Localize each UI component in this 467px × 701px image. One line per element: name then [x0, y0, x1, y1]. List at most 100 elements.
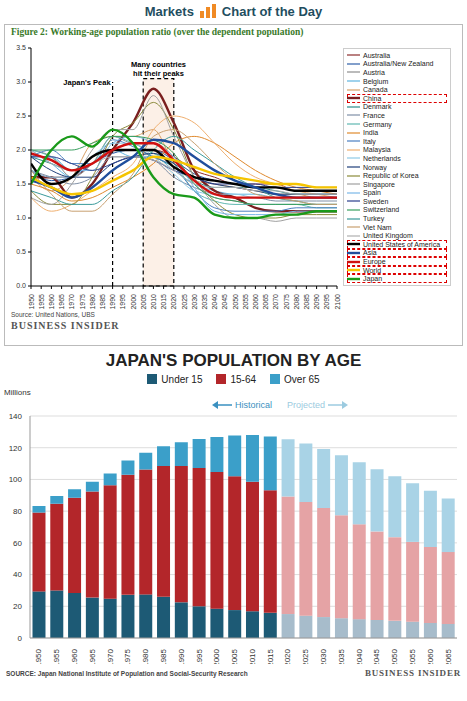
- svg-text:1.0: 1.0: [16, 214, 26, 221]
- html-text:Italy: Italy: [363, 137, 376, 145]
- svg-text:1955: 1955: [52, 648, 61, 664]
- svg-text:2100: 2100: [334, 294, 341, 310]
- svg-text:2000: 2000: [130, 294, 137, 310]
- svg-text:1955: 1955: [38, 294, 45, 310]
- svg-text:1960: 1960: [70, 648, 79, 664]
- svg-text:2000: 2000: [212, 648, 221, 664]
- svg-text:1950: 1950: [34, 648, 43, 664]
- svg-text:2025: 2025: [181, 294, 188, 310]
- svg-text:Many countrieshit their peaks: Many countrieshit their peaks: [131, 60, 186, 78]
- svg-text:2030: 2030: [319, 648, 328, 664]
- svg-text:140: 140: [9, 412, 23, 421]
- html-text:Projected: Projected: [287, 400, 325, 410]
- html-text:Malaysia: Malaysia: [363, 146, 391, 154]
- html-text:Denmark: Denmark: [363, 103, 392, 111]
- svg-text:0.0: 0.0: [16, 282, 26, 289]
- svg-text:20: 20: [13, 602, 22, 611]
- svg-text:60: 60: [13, 539, 22, 548]
- svg-text:2035: 2035: [337, 648, 346, 664]
- svg-text:2075: 2075: [283, 294, 290, 310]
- html-text:15-64: 15-64: [230, 373, 257, 385]
- html-text:BUSINESS INSIDER: BUSINESS INSIDER: [364, 668, 461, 678]
- svg-text:2025: 2025: [301, 648, 310, 664]
- svg-text:2.0: 2.0: [16, 146, 26, 153]
- svg-text:2035: 2035: [201, 294, 208, 310]
- svg-text:1995: 1995: [119, 294, 126, 310]
- svg-text:2050: 2050: [232, 294, 239, 310]
- svg-text:0.5: 0.5: [16, 248, 26, 255]
- html-text:Historical: Historical: [235, 400, 272, 410]
- svg-text:2005: 2005: [230, 648, 239, 664]
- svg-text:2050: 2050: [390, 648, 399, 664]
- svg-text:2015: 2015: [266, 648, 275, 664]
- svg-text:Japan's Peak: Japan's Peak: [63, 78, 111, 87]
- svg-text:2090: 2090: [313, 294, 320, 310]
- svg-text:2020: 2020: [170, 294, 177, 310]
- html-text:Canada: Canada: [363, 86, 388, 94]
- html-text:Millions: Millions: [4, 388, 31, 397]
- svg-text:1980: 1980: [141, 648, 150, 664]
- html-text:China: China: [363, 94, 382, 102]
- html-text:BUSINESS INSIDER: BUSINESS INSIDER: [11, 320, 120, 331]
- html-text:Over 65: Over 65: [284, 373, 320, 385]
- html-text:Norway: Norway: [363, 163, 387, 171]
- svg-text:1990: 1990: [177, 648, 186, 664]
- svg-text:1975: 1975: [123, 648, 132, 664]
- svg-text:2040: 2040: [355, 648, 364, 664]
- html-text:Markets: Markets: [144, 3, 194, 19]
- svg-text:2010: 2010: [150, 294, 157, 310]
- html-text:Germany: Germany: [363, 120, 392, 128]
- svg-text:1990: 1990: [109, 294, 116, 310]
- svg-text:80: 80: [13, 507, 22, 516]
- svg-text:1975: 1975: [79, 294, 86, 310]
- html-text:Chart of the Day: Chart of the Day: [221, 3, 323, 19]
- svg-text:40: 40: [13, 570, 22, 579]
- svg-text:2040: 2040: [211, 294, 218, 310]
- svg-text:2005: 2005: [140, 294, 147, 310]
- svg-text:2070: 2070: [272, 294, 279, 310]
- svg-text:1950: 1950: [28, 294, 35, 310]
- html-text:Netherlands: Netherlands: [363, 154, 401, 162]
- svg-text:2085: 2085: [303, 294, 310, 310]
- svg-text:1970: 1970: [68, 294, 75, 310]
- svg-text:2065: 2065: [444, 648, 453, 664]
- svg-text:2055: 2055: [408, 648, 417, 664]
- svg-text:2055: 2055: [242, 294, 249, 310]
- svg-text:0: 0: [18, 634, 23, 643]
- svg-text:1965: 1965: [58, 294, 65, 310]
- html-text:JAPAN'S POPULATION BY AGE: JAPAN'S POPULATION BY AGE: [105, 351, 362, 370]
- html-text:Singapore: Singapore: [363, 180, 395, 188]
- html-text:Republic of Korea: Republic of Korea: [363, 172, 419, 180]
- html-text:Spain: Spain: [363, 189, 381, 197]
- svg-text:1965: 1965: [88, 648, 97, 664]
- svg-text:1985: 1985: [99, 294, 106, 310]
- svg-text:2060: 2060: [252, 294, 259, 310]
- svg-text:1980: 1980: [89, 294, 96, 310]
- html-text:Australia: Australia: [363, 51, 391, 59]
- svg-text:1.5: 1.5: [16, 180, 26, 187]
- svg-text:3.5: 3.5: [16, 44, 26, 51]
- svg-text:1970: 1970: [106, 648, 115, 664]
- svg-text:2010: 2010: [248, 648, 257, 664]
- svg-text:2030: 2030: [191, 294, 198, 310]
- html-text:Australia/New Zealand: Australia/New Zealand: [363, 60, 434, 68]
- svg-text:2020: 2020: [283, 648, 292, 664]
- svg-text:2080: 2080: [293, 294, 300, 310]
- html-text:Figure 2: Working-age populati: Figure 2: Working-age population ratio (…: [11, 27, 304, 37]
- svg-text:2065: 2065: [262, 294, 269, 310]
- svg-text:2095: 2095: [323, 294, 330, 310]
- html-text:Belgium: Belgium: [363, 77, 389, 85]
- html-text:India: India: [363, 129, 379, 137]
- svg-text:1995: 1995: [195, 648, 204, 664]
- html-text:Under 15: Under 15: [161, 373, 203, 385]
- svg-text:120: 120: [9, 444, 23, 453]
- svg-text:2060: 2060: [426, 648, 435, 664]
- svg-text:2015: 2015: [160, 294, 167, 310]
- svg-text:2.5: 2.5: [16, 112, 26, 119]
- svg-text:100: 100: [9, 475, 23, 484]
- svg-text:2045: 2045: [372, 648, 381, 664]
- svg-text:1960: 1960: [48, 294, 55, 310]
- svg-text:2045: 2045: [221, 294, 228, 310]
- svg-text:3.0: 3.0: [16, 78, 26, 85]
- svg-text:1985: 1985: [159, 648, 168, 664]
